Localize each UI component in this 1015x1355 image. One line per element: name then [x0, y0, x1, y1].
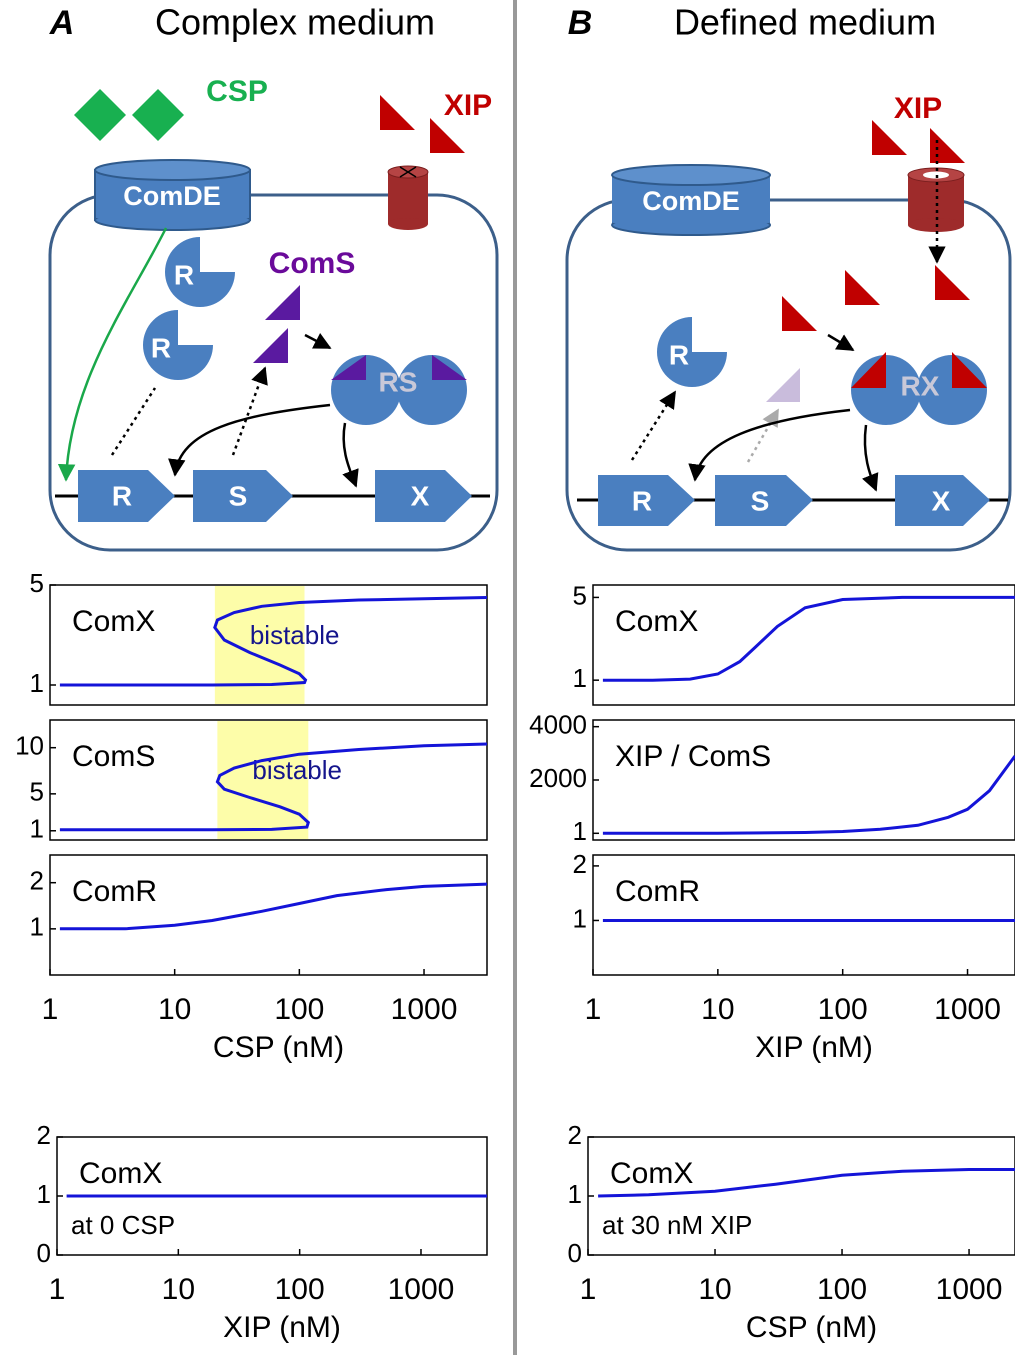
plot-label: ComX: [79, 1157, 162, 1190]
y-tick-label: 0: [37, 1238, 51, 1268]
x-tick-label: 100: [275, 1273, 325, 1306]
y-tick-label: 2: [30, 866, 44, 896]
y-tick-label: 1: [30, 668, 44, 698]
arrow: [175, 405, 330, 475]
x-tick-label: 10: [701, 993, 734, 1026]
x-tick-label: 1000: [934, 993, 1001, 1026]
arrow: [305, 335, 330, 348]
gene-label: R: [632, 485, 652, 516]
plot-frame: [593, 720, 1015, 840]
x-tick-label: 1000: [388, 1273, 455, 1306]
panel-b-diagram: B Defined medium XIP ComDE R RX R S X: [567, 2, 1010, 550]
y-tick-label: 1: [37, 1179, 51, 1209]
receptor-label: ComDE: [123, 181, 221, 211]
y-tick-label: 1: [568, 1179, 582, 1209]
plot-label: ComX: [615, 605, 698, 638]
plot-frame: [593, 585, 1015, 705]
receptor-label: ComDE: [642, 186, 740, 216]
y-tick-label: 0: [568, 1238, 582, 1268]
plot-label: ComR: [615, 875, 700, 908]
panel-title: Complex medium: [155, 2, 435, 43]
arrow: [632, 392, 675, 460]
y-tick-label: 2: [568, 1120, 582, 1150]
regulator-label: R: [669, 339, 689, 370]
x-axis-label: XIP (nM): [223, 1311, 341, 1344]
panel-letter: A: [49, 4, 75, 42]
plot-label: XIP / ComS: [615, 740, 771, 773]
plot-note: at 0 CSP: [71, 1210, 175, 1240]
plot-label: ComX: [72, 605, 155, 638]
y-tick-label: 2: [37, 1120, 51, 1150]
regulator-label: R: [151, 332, 171, 363]
panel-a-diagram: A Complex medium CSP XIP ComDE R R ComS …: [49, 2, 497, 550]
complex-label: RS: [379, 366, 418, 397]
channel: [388, 218, 428, 230]
y-tick-label: 1: [30, 814, 44, 844]
x-tick-label: 1000: [391, 993, 458, 1026]
x-axis-label: XIP (nM): [755, 1031, 873, 1064]
cylinder: [95, 160, 250, 180]
gene-label: X: [932, 485, 951, 516]
x-tick-label: 10: [162, 1273, 195, 1306]
plot-label: ComS: [72, 740, 155, 773]
channel: [388, 172, 428, 224]
panel-letter: B: [568, 4, 593, 42]
y-tick-label: 1: [573, 663, 587, 693]
region-label: bistable: [250, 620, 340, 650]
x-axis-label: CSP (nM): [213, 1031, 344, 1064]
plot-frame: [50, 855, 487, 975]
coms-icon: [253, 285, 300, 363]
gene-label: S: [751, 485, 770, 516]
gene-label: R: [112, 480, 132, 511]
y-tick-label: 2000: [529, 763, 587, 793]
csp-icon: [74, 89, 184, 141]
arrow: [112, 368, 265, 455]
xip-label: XIP: [444, 89, 492, 122]
x-tick-label: 1: [49, 1273, 66, 1306]
plot-label: ComX: [610, 1157, 693, 1190]
plot-frame: [593, 855, 1015, 975]
arrow: [865, 425, 876, 490]
regulator-label: R: [174, 259, 194, 290]
arrow: [344, 423, 356, 486]
arrow: [695, 410, 850, 480]
coms-label: ComS: [269, 247, 356, 280]
x-axis-label: CSP (nM): [746, 1311, 877, 1344]
x-tick-label: 10: [158, 993, 191, 1026]
y-tick-label: 2: [573, 849, 587, 879]
x-tick-label: 100: [274, 993, 324, 1026]
y-tick-label: 5: [30, 777, 44, 807]
regulator: [657, 317, 727, 387]
xip-label: XIP: [894, 92, 942, 125]
coms-icon: [766, 368, 800, 402]
x-tick-label: 1: [585, 993, 602, 1026]
y-tick-label: 1: [30, 912, 44, 942]
x-tick-label: 1000: [936, 1273, 1003, 1306]
arrow: [748, 410, 778, 462]
y-tick-label: 5: [30, 568, 44, 598]
y-tick-label: 1: [573, 816, 587, 846]
arrow: [828, 335, 853, 350]
plot-note: at 30 nM XIP: [602, 1210, 752, 1240]
y-tick-label: 5: [573, 580, 587, 610]
x-tick-label: 1: [42, 993, 59, 1026]
y-tick-label: 4000: [529, 710, 587, 740]
figure: A Complex medium CSP XIP ComDE R R ComS …: [0, 0, 1015, 1355]
y-tick-label: 10: [15, 731, 44, 761]
panel-title: Defined medium: [674, 2, 936, 43]
gene-label: X: [411, 480, 430, 511]
gene-label: S: [229, 480, 248, 511]
csp-label: CSP: [206, 75, 268, 108]
complex-label: RX: [901, 370, 940, 401]
x-tick-label: 100: [818, 993, 868, 1026]
x-tick-label: 1: [580, 1273, 597, 1306]
x-tick-label: 100: [817, 1273, 867, 1306]
x-tick-label: 10: [698, 1273, 731, 1306]
cylinder: [612, 165, 770, 185]
y-tick-label: 1: [573, 903, 587, 933]
plot-label: ComR: [72, 875, 157, 908]
